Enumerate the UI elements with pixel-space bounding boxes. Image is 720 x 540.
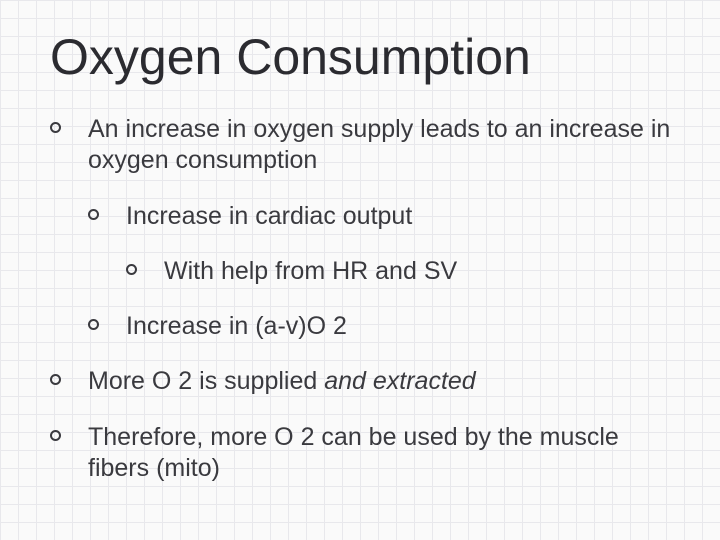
bullet-text: Increase in (a-v)O 2 bbox=[126, 312, 347, 340]
bullet-text: With help from HR and SV bbox=[164, 257, 457, 285]
bullet-text: Therefore, more O 2 can be used by the m… bbox=[88, 423, 619, 482]
slide: Oxygen Consumption An increase in oxygen… bbox=[0, 0, 720, 540]
list-item: Therefore, more O 2 can be used by the m… bbox=[50, 422, 680, 485]
bullet-icon bbox=[50, 374, 61, 385]
bullet-icon bbox=[88, 319, 99, 330]
bullet-list-level1: An increase in oxygen supply leads to an… bbox=[50, 114, 680, 484]
list-item: More O 2 is supplied and extracted bbox=[50, 366, 680, 397]
bullet-text: Increase in cardiac output bbox=[126, 202, 412, 230]
slide-title: Oxygen Consumption bbox=[50, 28, 680, 86]
bullet-icon bbox=[126, 264, 137, 275]
bullet-text-italic: and extracted bbox=[324, 367, 476, 395]
bullet-text-prefix: More O 2 is supplied bbox=[88, 367, 324, 395]
list-item: With help from HR and SV bbox=[126, 256, 680, 287]
list-item: Increase in cardiac output With help fro… bbox=[88, 201, 680, 288]
list-item: Increase in (a-v)O 2 bbox=[88, 311, 680, 342]
bullet-list-level3: With help from HR and SV bbox=[126, 256, 680, 287]
bullet-icon bbox=[50, 122, 61, 133]
bullet-list-level2: Increase in cardiac output With help fro… bbox=[88, 201, 680, 343]
bullet-icon bbox=[50, 430, 61, 441]
bullet-text: An increase in oxygen supply leads to an… bbox=[88, 115, 670, 174]
bullet-icon bbox=[88, 209, 99, 220]
list-item: An increase in oxygen supply leads to an… bbox=[50, 114, 680, 342]
